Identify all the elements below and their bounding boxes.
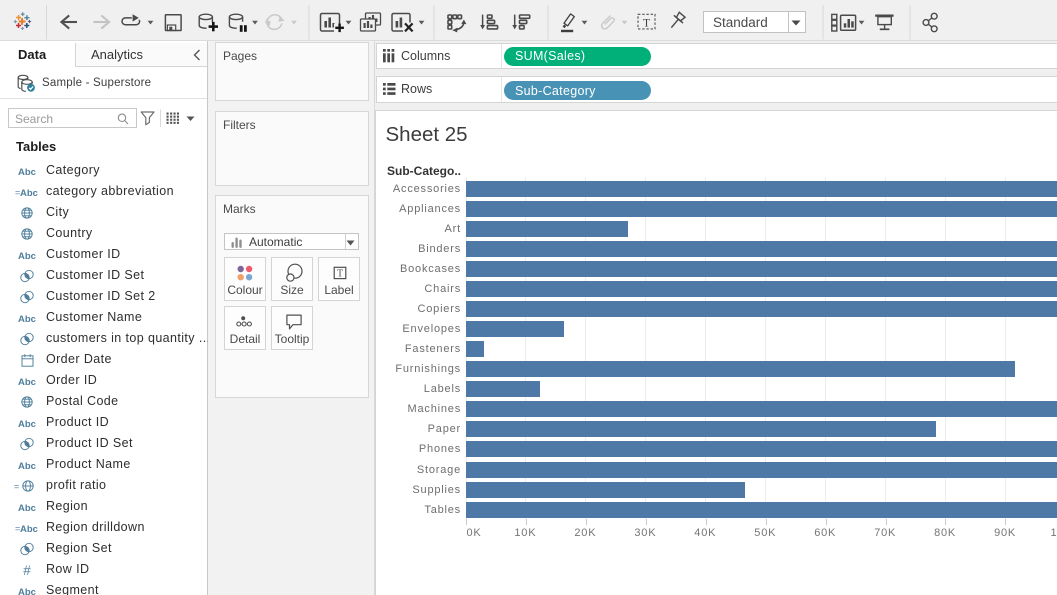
svg-text:T: T [643,18,650,30]
svg-text:=: = [14,482,19,492]
svg-text:Abc: Abc [18,377,36,388]
svg-text:Abc: Abc [20,188,38,199]
svg-text:Abc: Abc [18,419,36,430]
svg-text:Abc: Abc [18,314,36,325]
svg-text:Abc: Abc [18,461,36,472]
svg-text:Abc: Abc [18,503,36,514]
svg-text:Abc: Abc [18,167,36,178]
svg-text:Abc: Abc [18,587,36,595]
svg-text:Abc: Abc [20,524,38,535]
svg-text:=: = [15,188,20,198]
svg-text:Abc: Abc [18,251,36,262]
svg-text:T: T [337,269,343,280]
svg-text:#: # [23,563,31,577]
svg-text:=: = [15,524,20,534]
